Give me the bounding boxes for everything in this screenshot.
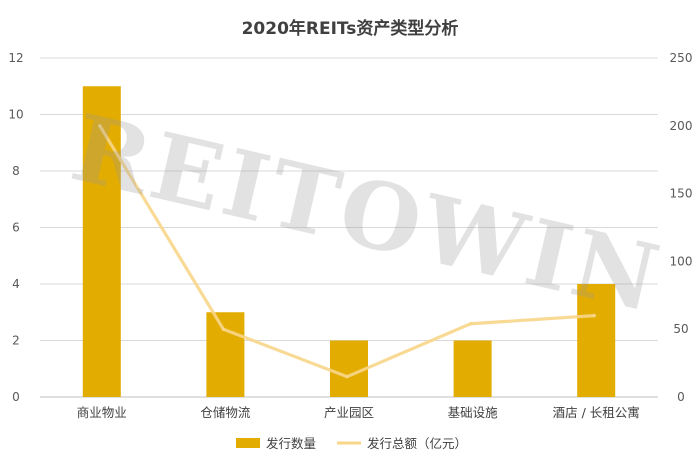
legend-swatch-bar: [236, 438, 260, 448]
left-axis-tick-label: 4: [12, 277, 20, 291]
right-axis-tick-label: 150: [670, 187, 693, 201]
bar: [577, 284, 616, 397]
category-label: 基础设施: [448, 405, 499, 420]
legend-label-bar: 发行数量: [266, 436, 316, 451]
left-axis-ticks: 0 2 4 6 8 10 12: [8, 51, 23, 404]
right-axis-tick-label: 100: [670, 254, 693, 268]
line-point: [592, 314, 596, 318]
legend: 发行数量 发行总额（亿元）: [236, 436, 467, 451]
bar: [82, 86, 121, 397]
category-label: 仓储物流: [200, 405, 251, 420]
left-axis-tick-label: 6: [12, 221, 20, 235]
legend-label-line: 发行总额（亿元）: [367, 436, 467, 451]
right-axis-tick-label: 0: [677, 390, 685, 404]
category-label: 商业物业: [77, 405, 127, 420]
line-point: [98, 124, 102, 128]
left-axis-tick-label: 0: [12, 390, 20, 404]
bar: [206, 312, 245, 397]
line-series: [98, 124, 596, 379]
bar: [453, 340, 492, 397]
right-axis-ticks: 0 50 100 150 200 250: [670, 51, 693, 404]
gridlines: [40, 57, 658, 398]
line-point: [345, 375, 349, 379]
line-point: [221, 327, 225, 331]
right-axis-tick-label: 50: [673, 322, 688, 336]
left-axis-tick-label: 10: [8, 108, 23, 122]
left-axis-tick-label: 12: [8, 51, 23, 65]
category-labels: 商业物业 仓储物流 产业园区 基础设施 酒店 / 长租公寓: [77, 405, 640, 420]
right-axis-tick-label: 200: [670, 119, 693, 133]
left-axis-tick-label: 8: [12, 164, 20, 178]
category-label: 酒店 / 长租公寓: [553, 405, 640, 420]
category-label: 产业园区: [324, 405, 374, 420]
watermark: REITOWIN: [62, 94, 672, 334]
left-axis-tick-label: 2: [12, 334, 20, 348]
right-axis-tick-label: 250: [670, 51, 693, 65]
bar-series: [82, 86, 616, 397]
chart-title: 2020年REITs资产类型分析: [242, 18, 459, 39]
line-point: [469, 322, 473, 326]
